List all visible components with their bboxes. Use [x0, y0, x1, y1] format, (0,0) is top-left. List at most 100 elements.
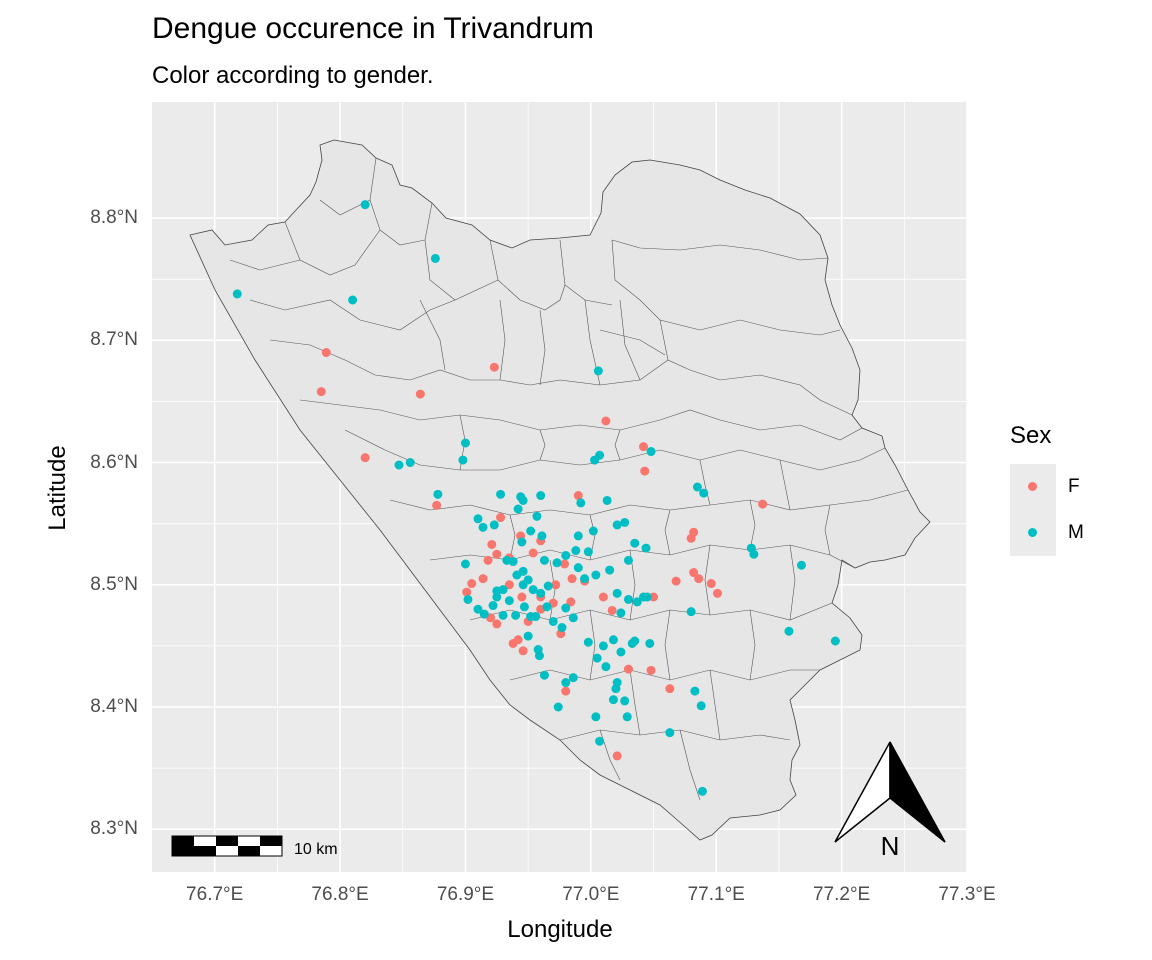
data-point-m	[532, 511, 542, 521]
data-point-m	[627, 638, 637, 648]
data-point-m	[405, 458, 415, 468]
data-point-m	[533, 645, 543, 655]
data-point-m	[608, 695, 618, 705]
data-point-m	[796, 560, 806, 570]
data-point-m	[232, 289, 242, 299]
data-point-m	[595, 736, 605, 746]
data-point-m	[498, 610, 508, 620]
data-point-m	[394, 460, 404, 470]
data-point-f	[478, 574, 488, 584]
legend-item-m: M	[1010, 510, 1084, 556]
data-point-m	[571, 546, 581, 556]
data-point-m	[665, 728, 675, 738]
data-point-f	[551, 580, 561, 590]
y-tick-label: 8.6°N	[90, 451, 138, 473]
data-point-m	[348, 295, 358, 305]
data-point-f	[496, 513, 506, 523]
data-point-m	[645, 638, 655, 648]
data-point-f	[640, 466, 650, 476]
data-point-f	[573, 491, 583, 501]
data-point-f	[601, 416, 611, 426]
data-point-f	[462, 587, 472, 597]
data-point-m	[576, 498, 586, 508]
data-point-m	[511, 610, 521, 620]
data-point-m	[696, 701, 706, 711]
data-point-m	[528, 585, 538, 595]
data-point-m	[612, 520, 622, 530]
y-tick-label: 8.5°N	[90, 573, 138, 595]
data-point-f	[694, 574, 704, 584]
data-point-m	[458, 455, 468, 465]
data-point-f	[483, 555, 493, 565]
data-point-m	[460, 438, 470, 448]
data-point-f	[566, 597, 576, 607]
data-point-f	[321, 348, 331, 358]
data-point-m	[590, 455, 600, 465]
data-point-m	[433, 489, 443, 499]
data-point-m	[588, 526, 598, 536]
data-point-m	[602, 495, 612, 505]
subdivision-lines	[229, 157, 909, 801]
data-point-m	[830, 636, 840, 646]
data-point-m	[692, 482, 702, 492]
data-point-m	[543, 581, 553, 591]
x-tick-label: 76.7°E	[186, 884, 244, 905]
data-point-m	[473, 604, 483, 614]
x-tick-label: 77.1°E	[687, 884, 745, 905]
chart-title: Dengue occurence in Trivandrum	[152, 12, 594, 45]
data-point-m	[591, 570, 601, 580]
y-tick-label: 8.8°N	[90, 207, 138, 229]
data-point-m	[536, 588, 546, 598]
data-point-m	[430, 253, 440, 263]
data-point-m	[568, 673, 578, 683]
data-point-m	[583, 637, 593, 647]
data-point-m	[513, 504, 523, 514]
data-point-m	[542, 602, 552, 612]
data-point-m	[552, 558, 562, 568]
data-point-f	[492, 619, 502, 629]
data-point-m	[690, 686, 700, 696]
legend: Sex F M	[1010, 422, 1084, 556]
data-point-f	[487, 539, 497, 549]
data-points	[232, 200, 840, 796]
data-point-f	[432, 500, 442, 510]
district-boundaries	[189, 139, 931, 841]
data-point-f	[646, 665, 656, 675]
data-point-f	[518, 646, 528, 656]
data-point-m	[536, 491, 546, 501]
scale-bar: 10 km	[171, 835, 338, 858]
data-point-m	[616, 608, 626, 618]
data-point-m	[526, 526, 536, 536]
y-axis-label: Latitude	[44, 445, 71, 531]
data-point-f	[665, 684, 675, 694]
data-point-f	[504, 580, 514, 590]
data-point-m	[697, 786, 707, 796]
data-point-m	[592, 653, 602, 663]
data-point-m	[598, 641, 608, 651]
data-point-m	[620, 517, 630, 527]
data-point-m	[502, 555, 512, 565]
data-point-f	[686, 533, 696, 543]
data-point-f	[706, 579, 716, 589]
y-tick-label: 8.3°N	[90, 818, 138, 840]
data-point-f	[360, 453, 370, 463]
data-point-f	[639, 442, 649, 452]
x-tick-label: 77.0°E	[562, 884, 620, 905]
data-point-m	[473, 514, 483, 524]
data-point-m	[632, 597, 642, 607]
data-point-m	[519, 602, 529, 612]
data-point-f	[316, 387, 326, 397]
data-point-m	[548, 616, 558, 626]
data-point-m	[583, 547, 593, 557]
data-point-f	[492, 549, 502, 559]
data-point-m	[478, 522, 488, 532]
data-point-m	[460, 559, 470, 569]
data-point-m	[504, 596, 514, 606]
data-point-m	[641, 543, 651, 553]
data-point-m	[539, 670, 549, 680]
data-point-f	[649, 592, 659, 602]
data-point-f	[560, 559, 570, 569]
north-arrow-label: N	[881, 831, 900, 861]
data-point-m	[496, 489, 506, 499]
